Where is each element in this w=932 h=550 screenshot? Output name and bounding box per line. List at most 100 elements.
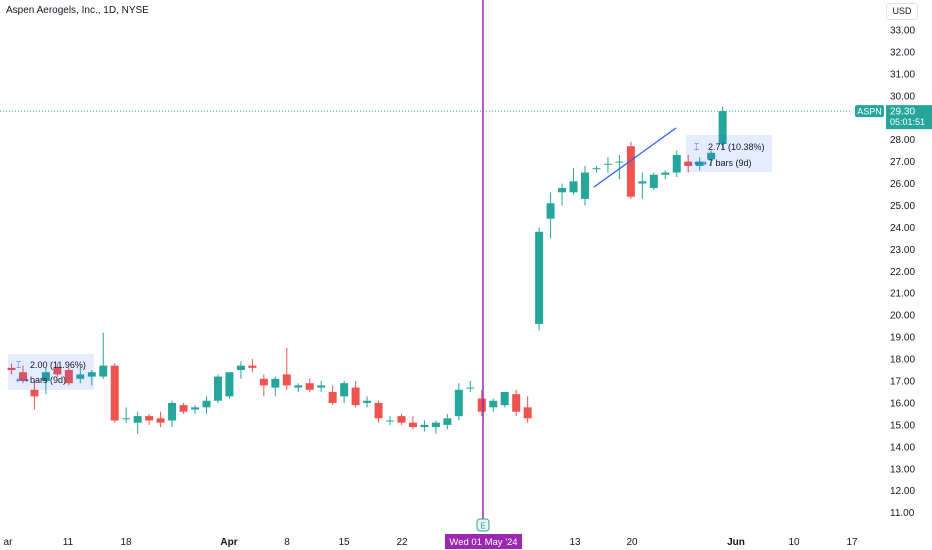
candle <box>133 411 142 434</box>
candle-body <box>168 402 177 421</box>
candle-body <box>684 161 693 166</box>
candle <box>168 400 177 428</box>
candle <box>558 183 567 206</box>
candle-body <box>443 418 452 425</box>
candle <box>64 367 73 386</box>
candle-body <box>581 172 589 199</box>
candle-body <box>282 374 291 386</box>
candle-body <box>535 231 544 324</box>
candle-body <box>340 383 349 397</box>
candle-body <box>236 365 245 371</box>
candle <box>248 359 257 373</box>
candle-body <box>145 416 154 421</box>
symbol-tag-text: ASPN <box>857 107 882 117</box>
candle-body <box>328 391 337 403</box>
candle-body <box>374 402 383 419</box>
y-tick-label: 21.00 <box>890 289 915 300</box>
measure-box-1[interactable]: ⌶ 2.00 (11.96%) ⟷bars (9d) <box>8 354 94 390</box>
y-tick-label: 27.00 <box>890 157 915 168</box>
x-tick-label: 22 <box>396 537 408 548</box>
candle-body <box>626 146 635 197</box>
earnings-marker[interactable]: E <box>476 518 490 532</box>
candle-body <box>271 378 280 388</box>
y-tick-label: 17.00 <box>890 376 915 387</box>
candle-body <box>294 385 303 388</box>
candle-body <box>99 365 108 377</box>
y-tick-label: 11.00 <box>890 508 915 519</box>
candle-body <box>259 378 268 386</box>
candle <box>30 380 39 410</box>
candle <box>202 396 211 414</box>
candle-body <box>41 372 50 381</box>
candle-body <box>661 172 670 175</box>
candle <box>695 157 704 171</box>
x-tick-label: 10 <box>788 537 800 548</box>
y-tick-label: 25.00 <box>890 201 915 212</box>
price-tag-background <box>886 105 932 130</box>
chart-title: Aspen Aerogels, Inc., 1D, NYSE <box>6 5 149 16</box>
currency-button[interactable]: USD <box>886 3 918 20</box>
candle <box>259 374 268 397</box>
candle-body <box>87 372 96 377</box>
x-tick-label: Apr <box>220 537 237 548</box>
candle <box>603 157 612 173</box>
candle <box>271 376 280 397</box>
earnings-marker-label: E <box>480 522 485 531</box>
x-tick-label: Jun <box>727 537 745 548</box>
candle <box>661 170 670 180</box>
candle-body <box>420 424 429 428</box>
candle <box>546 192 555 239</box>
candle-body <box>156 418 165 423</box>
x-tick-label: 11 <box>63 537 74 548</box>
candle-body <box>225 372 234 397</box>
candle-body <box>615 161 624 163</box>
y-tick-label: 15.00 <box>890 420 915 431</box>
candle <box>431 420 440 434</box>
candle-body <box>179 405 188 412</box>
trend-line[interactable] <box>593 127 677 188</box>
candle-body <box>397 416 406 423</box>
candle <box>397 413 406 425</box>
candle-body <box>512 394 521 412</box>
candle <box>420 420 429 432</box>
candle-body <box>546 203 555 219</box>
candle-body <box>523 407 532 419</box>
candle <box>443 413 452 430</box>
candle-body <box>477 398 486 412</box>
x-tick-label: 8 <box>284 537 290 548</box>
candle-body <box>133 416 142 423</box>
x-tick-label: 15 <box>338 537 350 548</box>
candle-body <box>386 420 395 422</box>
x-tick-label: 18 <box>120 537 132 548</box>
candle <box>191 405 200 414</box>
candle <box>489 398 498 412</box>
candle <box>374 400 383 423</box>
y-tick-label: 20.00 <box>890 311 915 322</box>
candle <box>156 411 165 428</box>
y-tick-label: 16.00 <box>890 398 915 409</box>
candle <box>351 380 360 408</box>
candle <box>649 172 658 191</box>
candle <box>236 361 245 379</box>
candle-body <box>569 181 578 193</box>
candle <box>615 155 624 180</box>
candle <box>718 106 727 149</box>
candle-body <box>76 374 85 379</box>
y-tick-label: 14.00 <box>890 442 915 453</box>
candle-body <box>466 387 475 389</box>
candles <box>7 106 727 434</box>
measure-box-2[interactable]: ⌶ 2.71 (10.38%) ⟷7 bars (9d) <box>686 135 772 172</box>
candle <box>213 374 222 403</box>
candle <box>454 383 463 421</box>
date-label-text: Wed 01 May '24 <box>449 537 517 548</box>
measure-range: 7 bars (9d) <box>708 158 752 168</box>
candle <box>581 165 589 206</box>
candle <box>179 402 188 414</box>
price-tag-countdown: 05:01:51 <box>890 117 925 127</box>
height-icon: ⌶ <box>694 142 700 152</box>
candle <box>328 385 337 406</box>
candle <box>225 372 234 399</box>
candle-body <box>122 418 131 420</box>
candle-body <box>603 163 612 165</box>
